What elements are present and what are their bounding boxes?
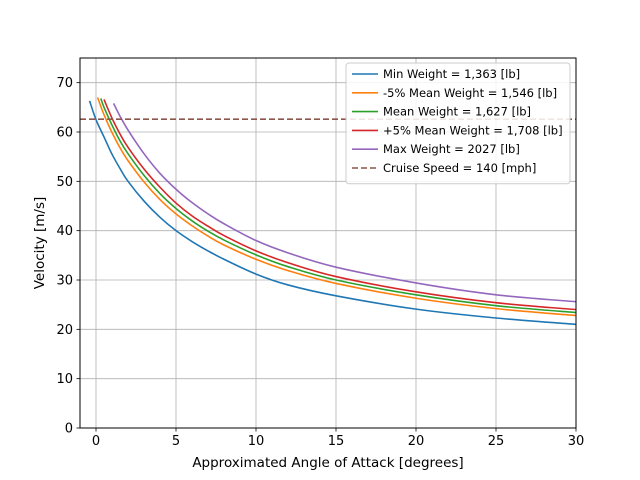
x-tick-label: 30 — [568, 434, 585, 449]
series-line-1 — [88, 100, 577, 326]
plot-frame — [79, 57, 577, 429]
y-tick-label: 20 — [56, 323, 73, 338]
legend-label-3: Mean Weight = 1,627 [lb] — [383, 105, 531, 119]
series-line-4 — [103, 99, 577, 311]
legend-label-1: Min Weight = 1,363 [lb] — [383, 67, 520, 81]
series-line-2 — [96, 97, 577, 317]
legend-label-4: +5% Mean Weight = 1,708 [lb] — [383, 123, 563, 137]
y-tick-label: 40 — [56, 224, 73, 239]
legend-label-5: Max Weight = 2027 [lb] — [383, 142, 520, 156]
legend-label-2: -5% Mean Weight = 1,546 [lb] — [383, 86, 557, 100]
ticks: 0 5 10 15 20 25 30 0 10 20 30 40 50 60 70 — [56, 76, 584, 449]
x-tick-label: 5 — [172, 434, 180, 449]
y-axis-label: Velocity [m/s] — [32, 197, 48, 290]
y-tick-label: 10 — [56, 372, 73, 387]
y-tick-label: 30 — [56, 274, 73, 289]
y-tick-label: 0 — [65, 422, 73, 437]
x-axis-label: Approximated Angle of Attack [degrees] — [192, 455, 463, 471]
y-tick-label: 60 — [56, 126, 73, 141]
x-tick-label: 20 — [408, 434, 425, 449]
x-tick-label: 15 — [328, 434, 345, 449]
legend-label-6: Cruise Speed = 140 [mph] — [383, 161, 536, 175]
series-line-3 — [100, 98, 577, 314]
x-tick-label: 0 — [92, 434, 100, 449]
x-tick-label: 25 — [488, 434, 505, 449]
series-group — [80, 97, 577, 326]
legend-box — [345, 62, 571, 185]
y-tick-label: 50 — [56, 175, 73, 190]
series-line-5 — [112, 103, 577, 303]
y-tick-label: 70 — [56, 76, 73, 91]
legend: Min Weight = 1,363 [lb] -5% Mean Weight =… — [345, 62, 571, 185]
x-tick-label: 10 — [248, 434, 265, 449]
